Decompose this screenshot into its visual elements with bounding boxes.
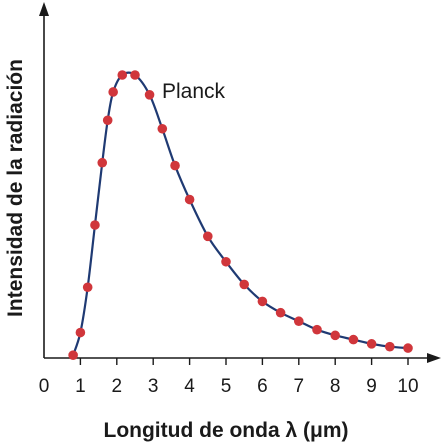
data-point [403,343,413,353]
data-point [203,231,213,242]
data-points [68,70,413,360]
data-point [385,341,395,352]
x-tick-label: 6 [257,376,268,397]
x-tick-label: 7 [294,376,305,397]
x-tick-label: 2 [112,376,123,397]
data-point [144,90,155,100]
x-tick-label: 10 [397,376,418,397]
data-point [82,282,93,293]
x-tick-label: 3 [148,376,159,397]
data-point [312,324,322,335]
data-point [348,334,359,345]
x-tick-label: 5 [221,376,232,397]
data-point [75,327,86,338]
data-point [90,220,100,230]
data-point [221,256,231,267]
data-point [68,350,78,360]
data-point [97,157,108,168]
data-point [157,123,168,134]
axes [39,2,441,363]
data-point [130,70,140,80]
data-point [184,194,195,205]
series-label-planck: Planck [162,80,226,103]
data-point [108,87,118,97]
x-tick-label: 1 [75,376,86,397]
data-point [102,115,113,126]
data-point [275,307,286,318]
x-tick-label: 0 [39,376,50,397]
x-tick-label: 4 [184,376,195,397]
x-axis-arrow [427,353,441,363]
y-axis-title: Intensidad de la radiación [4,59,27,317]
data-point [170,160,180,171]
planck-curve [72,71,409,356]
x-ticks [79,358,409,365]
data-point [117,70,128,80]
x-tick-labels: 0 1 2 3 4 5 6 7 8 9 10 [39,376,419,397]
x-tick-label: 9 [366,376,377,397]
data-point [294,316,304,327]
data-point [239,279,249,290]
y-axis-arrow [39,2,49,16]
data-point [257,296,268,307]
data-point [330,330,341,341]
x-axis-title: Longitud de onda λ (μm) [104,419,349,442]
x-tick-label: 8 [330,376,341,397]
data-point [366,339,377,349]
